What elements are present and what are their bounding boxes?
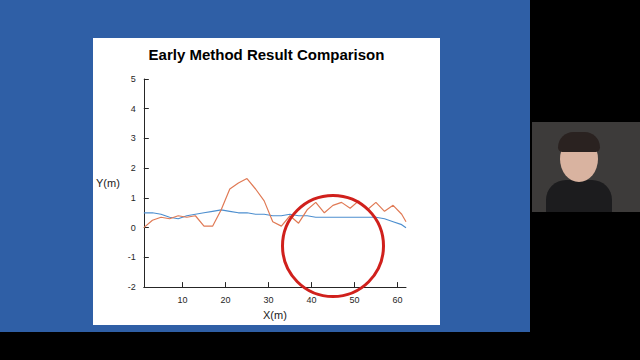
- svg-text:30: 30: [263, 295, 273, 305]
- svg-text:0: 0: [131, 223, 136, 233]
- svg-text:10: 10: [177, 295, 187, 305]
- svg-text:Y(m): Y(m): [96, 177, 120, 189]
- svg-text:X(m): X(m): [263, 309, 287, 321]
- svg-text:50: 50: [349, 295, 359, 305]
- svg-text:2: 2: [131, 163, 136, 173]
- svg-text:1: 1: [131, 193, 136, 203]
- svg-text:3: 3: [131, 133, 136, 143]
- svg-text:5: 5: [131, 74, 136, 84]
- svg-text:20: 20: [220, 295, 230, 305]
- svg-text:-2: -2: [128, 282, 136, 292]
- svg-text:-1: -1: [128, 252, 136, 262]
- svg-text:4: 4: [131, 104, 136, 114]
- svg-text:60: 60: [392, 295, 402, 305]
- svg-text:40: 40: [306, 295, 316, 305]
- svg-text:Early Method Result Comparison: Early Method Result Comparison: [149, 46, 385, 63]
